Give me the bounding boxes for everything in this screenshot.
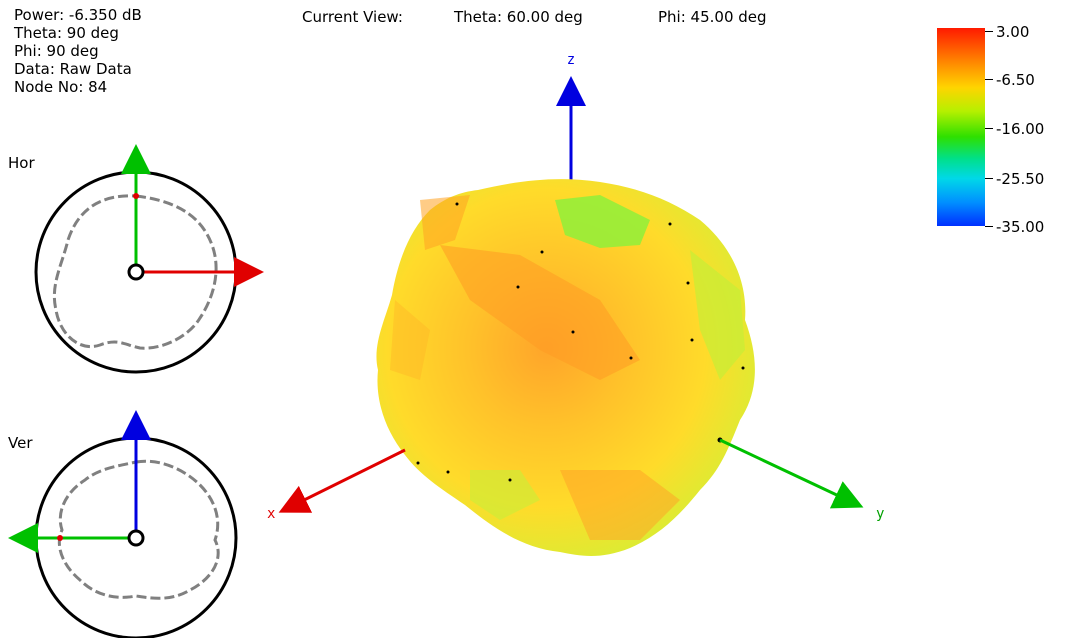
horizontal-cut-panel: Hor bbox=[8, 144, 264, 374]
ver-current-point-marker bbox=[57, 535, 63, 541]
surface-right-green-region bbox=[690, 250, 745, 380]
x-axis-label: x bbox=[267, 506, 275, 522]
node-number-readout: Node No: 84 bbox=[14, 78, 108, 96]
vertical-cut-panel: Ver bbox=[7, 410, 238, 638]
surface-facet-left bbox=[390, 300, 430, 380]
theta-readout: Theta: 90 deg bbox=[14, 24, 119, 42]
horizontal-pattern-trace bbox=[52, 194, 218, 350]
legend-tick-2 bbox=[985, 128, 993, 129]
current-view-label: Current View: bbox=[302, 8, 403, 26]
surface-bottom-green-region bbox=[470, 470, 540, 520]
color-scale-bar bbox=[937, 28, 985, 226]
legend-tick-label-1: -6.50 bbox=[996, 71, 1035, 89]
z-axis-label: z bbox=[567, 52, 575, 68]
mesh-node-dots bbox=[416, 202, 745, 482]
legend-tick-label-2: -16.00 bbox=[996, 120, 1045, 138]
data-source-readout: Data: Raw Data bbox=[14, 60, 132, 78]
legend-tick-label-4: -35.00 bbox=[996, 218, 1045, 236]
legend-tick-0 bbox=[985, 31, 993, 32]
legend-tick-4 bbox=[985, 226, 993, 227]
surface-facet-high bbox=[440, 245, 640, 380]
info-panel: Power: -6.350 dB Theta: 90 deg Phi: 90 d… bbox=[14, 6, 142, 96]
legend-tick-3 bbox=[985, 178, 993, 179]
y-axis-arrow bbox=[719, 438, 864, 509]
surface-top-left-facet bbox=[420, 195, 470, 250]
3d-radiation-pattern-surface[interactable] bbox=[376, 179, 755, 557]
hor-current-point-marker bbox=[133, 193, 139, 199]
ver-origin-marker bbox=[127, 529, 145, 547]
horizontal-cut-label: Hor bbox=[8, 154, 35, 172]
vertical-cut-label: Ver bbox=[8, 434, 33, 452]
legend-tick-label-3: -25.50 bbox=[996, 170, 1045, 188]
power-readout: Power: -6.350 dB bbox=[14, 6, 142, 24]
hor-origin-marker bbox=[127, 263, 145, 281]
vertical-pattern-trace bbox=[57, 459, 220, 600]
surface-top-green-region bbox=[555, 195, 650, 248]
legend-tick-1 bbox=[985, 79, 993, 80]
legend-tick-label-0: 3.00 bbox=[996, 23, 1030, 41]
x-axis-arrow bbox=[278, 448, 406, 513]
y-axis-label: y bbox=[876, 506, 884, 522]
surface-facet-high-lower bbox=[560, 470, 680, 540]
3d-axes-front: x y bbox=[267, 438, 884, 522]
view-phi: Phi: 45.00 deg bbox=[658, 8, 767, 26]
phi-readout: Phi: 90 deg bbox=[14, 42, 99, 60]
view-theta: Theta: 60.00 deg bbox=[454, 8, 583, 26]
